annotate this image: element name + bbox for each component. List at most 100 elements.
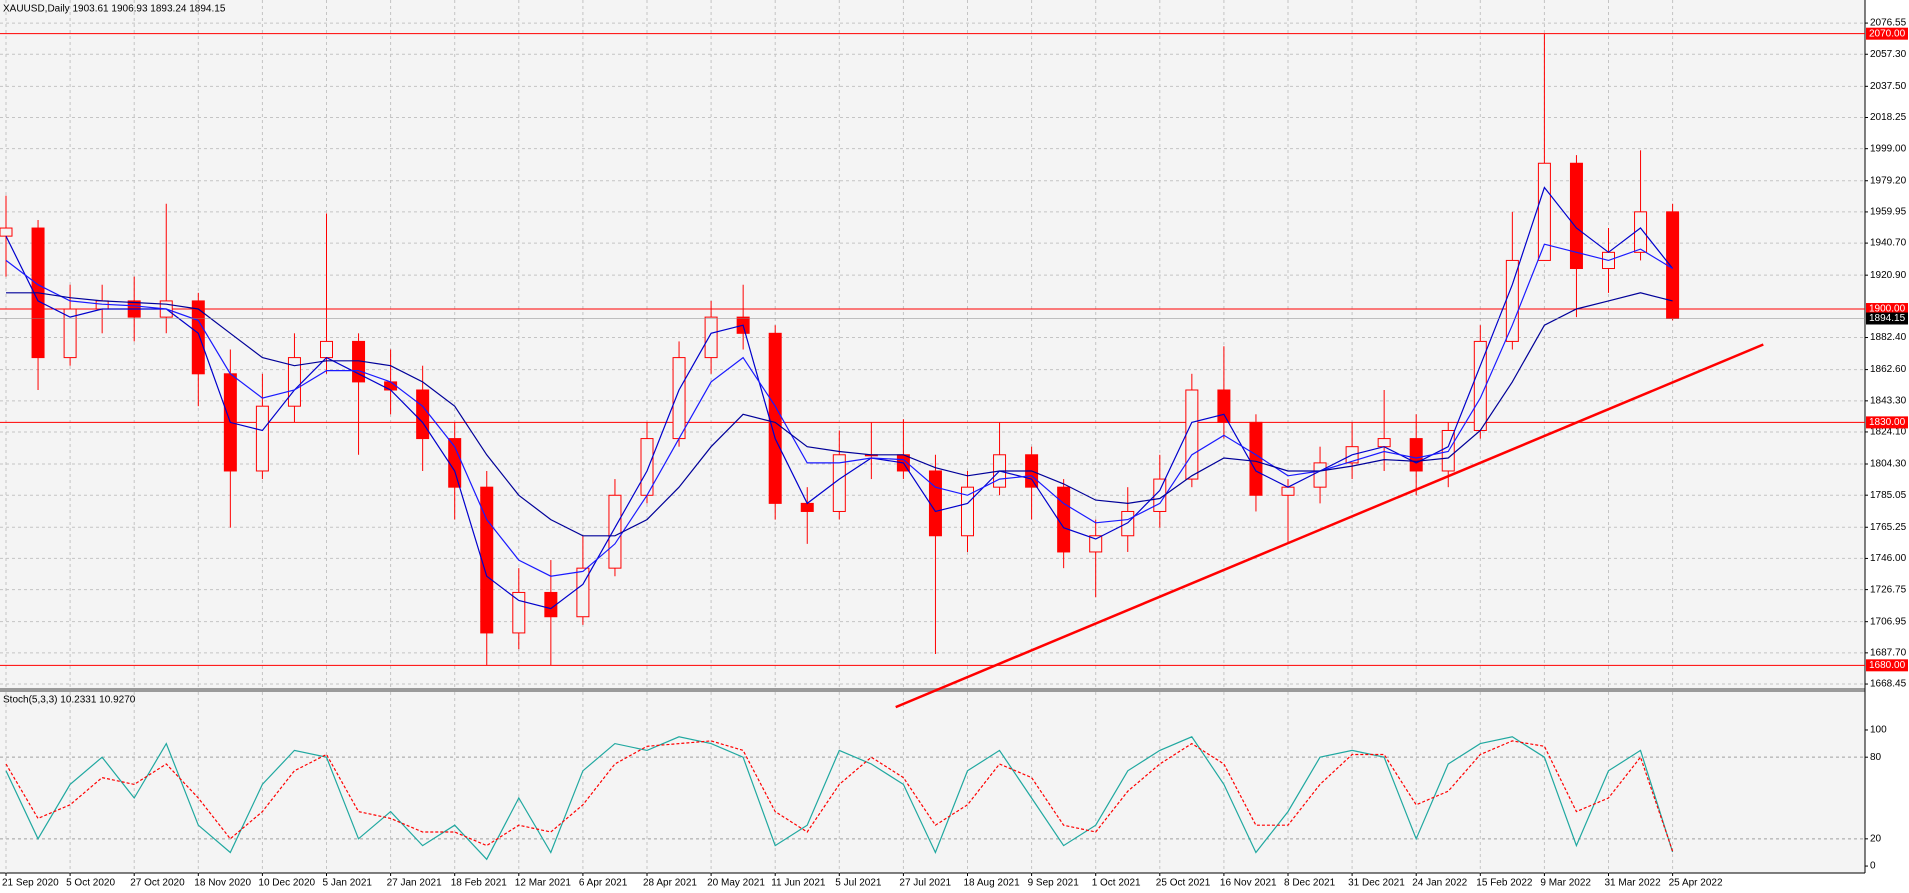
- x-tick-label: 18 Aug 2021: [964, 878, 1021, 889]
- x-tick-label: 25 Apr 2022: [1669, 878, 1723, 889]
- x-tick-label: 6 Apr 2021: [579, 878, 628, 889]
- trendline: [895, 343, 1764, 709]
- candle-body: [1217, 389, 1231, 423]
- x-tick-label: 5 Jul 2021: [835, 878, 882, 889]
- hline-label-box: [1866, 416, 1908, 429]
- x-tick-label: 31 Mar 2022: [1605, 878, 1662, 889]
- candle-body: [1121, 510, 1135, 537]
- x-tick-label: 5 Oct 2020: [66, 878, 115, 889]
- y-tick-label: 1882.40: [1870, 332, 1907, 343]
- hline-label: 1830.00: [1869, 417, 1906, 428]
- candle-body: [1409, 438, 1423, 472]
- candle-body: [384, 381, 398, 391]
- candle-body: [672, 357, 686, 440]
- candle-body: [928, 470, 942, 537]
- candle-body: [1377, 438, 1391, 448]
- candle-body: [416, 389, 430, 440]
- candle-body: [1089, 535, 1103, 553]
- x-tick-label: 11 Jun 2021: [771, 878, 826, 889]
- candle-body: [608, 494, 622, 569]
- hline-label-box: [1866, 303, 1908, 316]
- candle-body: [0, 227, 13, 237]
- x-tick-label: 16 Nov 2021: [1220, 878, 1277, 889]
- y-tick-label: 1726.75: [1870, 584, 1907, 595]
- x-tick-label: 27 Oct 2020: [130, 878, 185, 889]
- candle-body: [512, 591, 526, 634]
- x-tick-label: 27 Jan 2021: [387, 878, 442, 889]
- chart-title: XAUUSD,Daily 1903.61 1906.93 1893.24 189…: [3, 4, 226, 15]
- y-tick-label: 2037.50: [1870, 81, 1907, 92]
- x-tick-label: 24 Jan 2022: [1412, 878, 1467, 889]
- y-tick-label: 1843.30: [1870, 395, 1907, 406]
- y-tick-label: 1940.70: [1870, 238, 1907, 249]
- candle-body: [320, 340, 333, 359]
- main-pane: [0, 0, 1865, 688]
- x-tick-label: 8 Dec 2021: [1284, 878, 1336, 889]
- x-tick-label: 27 Jul 2021: [899, 878, 951, 889]
- x-tick-label: 21 Sep 2020: [2, 878, 59, 889]
- candle-body: [1281, 486, 1295, 496]
- x-tick-label: 9 Sep 2021: [1028, 878, 1080, 889]
- x-tick-label: 5 Jan 2021: [323, 878, 373, 889]
- y-tick-label: 1706.95: [1870, 616, 1907, 627]
- y-tick-label: 1824.10: [1870, 427, 1907, 438]
- current-price-label: 1894.15: [1869, 313, 1906, 324]
- y-tick-label: 2057.30: [1870, 49, 1907, 60]
- x-tick-label: 9 Mar 2022: [1540, 878, 1591, 889]
- pane-separator: [0, 688, 1865, 692]
- current-price-box: [1866, 312, 1908, 325]
- x-tick-label: 1 Oct 2021: [1092, 878, 1141, 889]
- hline-label: 1900.00: [1869, 304, 1906, 315]
- moving-average: [5, 243, 1673, 577]
- y-tick-label: 1746.00: [1870, 553, 1907, 564]
- x-tick-label: 18 Nov 2020: [194, 878, 251, 889]
- indicator-label: Stoch(5,3,3) 10.2331 10.9270: [3, 695, 136, 706]
- y-tick-label: 2076.55: [1870, 18, 1907, 29]
- x-tick-label: 10 Dec 2020: [258, 878, 315, 889]
- x-tick-label: 28 Apr 2021: [643, 878, 697, 889]
- indicator-y-tick-label: 80: [1870, 752, 1882, 763]
- moving-average: [5, 186, 1674, 610]
- candle-body: [1537, 162, 1551, 261]
- y-tick-label: 1687.70: [1870, 647, 1907, 658]
- y-tick-label: 1979.20: [1870, 175, 1907, 186]
- candle-body: [768, 332, 782, 504]
- y-tick-label: 1999.00: [1870, 143, 1907, 154]
- candle-body: [1569, 162, 1583, 270]
- candle-body: [1313, 462, 1327, 488]
- candle-body: [255, 405, 269, 472]
- y-tick-label: 1862.60: [1870, 364, 1907, 375]
- indicator-y-tick-label: 0: [1870, 861, 1876, 872]
- candle-body: [1185, 389, 1199, 480]
- x-tick-label: 15 Feb 2022: [1476, 878, 1533, 889]
- marks: [0, 33, 1865, 861]
- y-tick-label: 1668.45: [1870, 679, 1907, 690]
- x-tick-label: 12 Mar 2021: [515, 878, 572, 889]
- x-tick-label: 20 May 2021: [707, 878, 765, 889]
- candle-body: [1666, 211, 1680, 319]
- candle-body: [704, 316, 718, 359]
- x-tick-label: 25 Oct 2021: [1156, 878, 1211, 889]
- hline-label-box: [1866, 27, 1908, 40]
- stochastic-line: [5, 736, 1674, 861]
- hline-label-box: [1866, 659, 1908, 672]
- candle-body: [63, 308, 77, 359]
- stochastic-line: [5, 740, 1674, 852]
- indicator-y-tick-label: 20: [1870, 833, 1882, 844]
- indicator-y-tick-label: 100: [1870, 725, 1887, 736]
- y-tick-label: 1804.30: [1870, 459, 1907, 470]
- candle-body: [1249, 421, 1263, 496]
- candle-body: [544, 591, 558, 618]
- candle-body: [1634, 211, 1648, 253]
- candle-body: [800, 502, 814, 512]
- candle-body: [961, 486, 974, 537]
- hline-label: 2070.00: [1869, 28, 1906, 39]
- x-tick-label: 31 Dec 2021: [1348, 878, 1405, 889]
- y-tick-label: 2018.25: [1870, 112, 1907, 123]
- y-tick-label: 1920.90: [1870, 270, 1907, 281]
- y-tick-label: 1785.05: [1870, 490, 1907, 501]
- hline-label: 1680.00: [1869, 660, 1906, 671]
- labels: 2076.55 2057.30 2037.50 2018.25 1999.00 1979.…: [2, 18, 1908, 889]
